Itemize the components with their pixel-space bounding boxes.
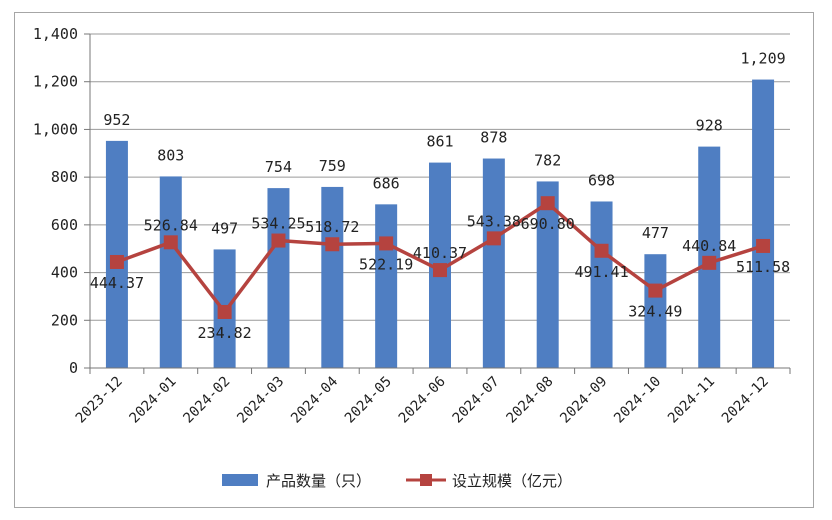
- chart-frame: [14, 12, 814, 508]
- x-tick-label: 2024-09: [557, 374, 610, 427]
- x-tick-label: 2024-11: [665, 374, 718, 427]
- legend-bar-label: 产品数量（只）: [266, 472, 371, 490]
- line-data-label: 518.72: [305, 218, 359, 236]
- x-tick-label: 2024-06: [396, 374, 449, 427]
- y-tick-label: 400: [51, 264, 78, 282]
- bar: [321, 186, 344, 368]
- x-tick-label: 2024-05: [342, 374, 395, 427]
- y-tick-label: 1,200: [33, 73, 78, 91]
- line-data-label: 690.80: [521, 215, 575, 233]
- y-tick-label: 0: [69, 359, 78, 377]
- line-data-label: 440.84: [682, 237, 736, 255]
- line-point: [756, 238, 771, 253]
- line-point: [217, 304, 232, 319]
- line-data-label: 234.82: [198, 324, 252, 342]
- line-data-label: 534.25: [251, 215, 305, 233]
- legend-line-label: 设立规模（亿元）: [452, 472, 572, 490]
- y-tick-label: 1,400: [33, 25, 78, 43]
- line-data-label: 522.19: [359, 255, 413, 273]
- bar: [105, 140, 128, 368]
- x-tick-label: 2024-04: [288, 374, 341, 427]
- line-point: [540, 196, 555, 211]
- line-point: [594, 243, 609, 258]
- legend-bar-swatch: [222, 474, 258, 486]
- bar: [590, 201, 613, 368]
- line-data-label: 526.84: [144, 216, 198, 234]
- x-tick-label: 2024-03: [234, 374, 287, 427]
- legend-line-marker: [420, 474, 432, 486]
- legend: 产品数量（只） 设立规模（亿元）: [222, 472, 572, 490]
- line-point: [271, 233, 286, 248]
- line-point: [648, 283, 663, 298]
- bar-data-label: 803: [157, 146, 184, 164]
- bar: [375, 204, 398, 368]
- bar-data-label: 861: [426, 133, 453, 151]
- bar-data-label: 754: [265, 158, 292, 176]
- line-point: [109, 254, 124, 269]
- x-tick-label: 2024-10: [611, 374, 664, 427]
- y-tick-label: 800: [51, 168, 78, 186]
- x-tick-label: 2023-12: [73, 374, 126, 427]
- bar-data-label: 878: [480, 129, 507, 147]
- y-tick-label: 200: [51, 311, 78, 329]
- bar: [536, 181, 559, 368]
- line-point: [702, 255, 717, 270]
- line-data-label: 543.38: [467, 212, 521, 230]
- bar: [644, 254, 667, 368]
- y-tick-label: 600: [51, 216, 78, 234]
- bar-data-label: 759: [319, 157, 346, 175]
- bar-data-labels: 952 803 497 754 759 686 861 878 782 698 477 928 1,20…: [103, 50, 785, 243]
- line-point: [433, 263, 447, 278]
- bar-data-label: 686: [373, 174, 400, 192]
- bar: [267, 188, 290, 368]
- line-data-label: 444.37: [90, 274, 144, 292]
- y-axis-ticks: 0 200 400 600 800 1,000 1,200 1,400: [33, 25, 90, 377]
- bar: [159, 176, 182, 368]
- line-data-label: 410.37: [413, 244, 467, 262]
- line-data-label: 491.41: [574, 263, 628, 281]
- x-tick-label: 2024-08: [503, 374, 556, 427]
- bar: [752, 79, 775, 369]
- bar-data-label: 782: [534, 151, 561, 169]
- bar-data-label: 1,209: [740, 50, 785, 68]
- x-tick-label: 2024-12: [719, 374, 772, 427]
- x-tick-label: 2024-07: [450, 374, 503, 427]
- x-tick-label: 2024-01: [127, 374, 180, 427]
- y-tick-label: 1,000: [33, 120, 78, 138]
- line-point: [325, 237, 340, 252]
- bar-data-label: 477: [642, 224, 669, 242]
- line-data-labels: 444.37 526.84 234.82 534.25 518.72 522.19410.…: [90, 212, 790, 342]
- line-data-label: 324.49: [628, 303, 682, 321]
- bar-data-label: 497: [211, 219, 238, 237]
- x-axis-ticks: 2023-12 2024-01 2024-02 2024-03 2024-04 2024-…: [73, 367, 791, 427]
- line-point: [163, 235, 178, 250]
- bar-data-label: 952: [103, 111, 130, 129]
- line-series: [109, 196, 771, 319]
- bar-data-label: 928: [696, 117, 723, 135]
- line-data-label: 511.58: [736, 258, 790, 276]
- line-point: [486, 231, 501, 246]
- x-tick-label: 2024-02: [180, 374, 233, 427]
- bar: [482, 158, 505, 368]
- line-point: [379, 236, 394, 251]
- bar-data-label: 698: [588, 171, 615, 189]
